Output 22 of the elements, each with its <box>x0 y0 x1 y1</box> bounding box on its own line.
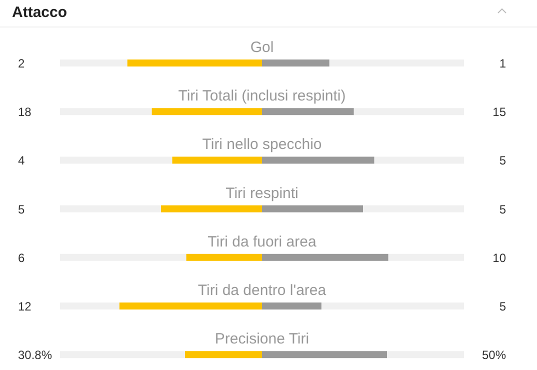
category-label: Tiri respinti <box>226 184 298 202</box>
data-label: 30.8% <box>18 348 52 362</box>
category-label: Tiri Totali (inclusi respinti) <box>178 88 346 105</box>
data-label: 1 <box>499 56 506 70</box>
data-label: 10 <box>492 250 506 265</box>
category-label: Tiri nello specchio <box>202 136 322 154</box>
data-label: 50% <box>482 348 506 362</box>
data-label: 15 <box>492 105 506 120</box>
data-label: 12 <box>18 300 32 314</box>
data-label: 4 <box>18 154 25 168</box>
data-label: 5 <box>18 202 25 216</box>
category-label: Tiri da fuori area <box>208 233 317 250</box>
data-label: 6 <box>18 250 25 265</box>
data-label: 2 <box>18 56 25 70</box>
category-label: Tiri da dentro l'area <box>198 282 327 299</box>
category-label: Gol <box>250 39 274 56</box>
data-label: 18 <box>18 105 32 120</box>
text: Attacco <box>12 4 68 21</box>
category-label: Precisione Tiri <box>214 330 310 348</box>
data-label: 5 <box>499 300 506 314</box>
data-label: 5 <box>499 154 506 168</box>
data-label: 5 <box>499 202 506 216</box>
